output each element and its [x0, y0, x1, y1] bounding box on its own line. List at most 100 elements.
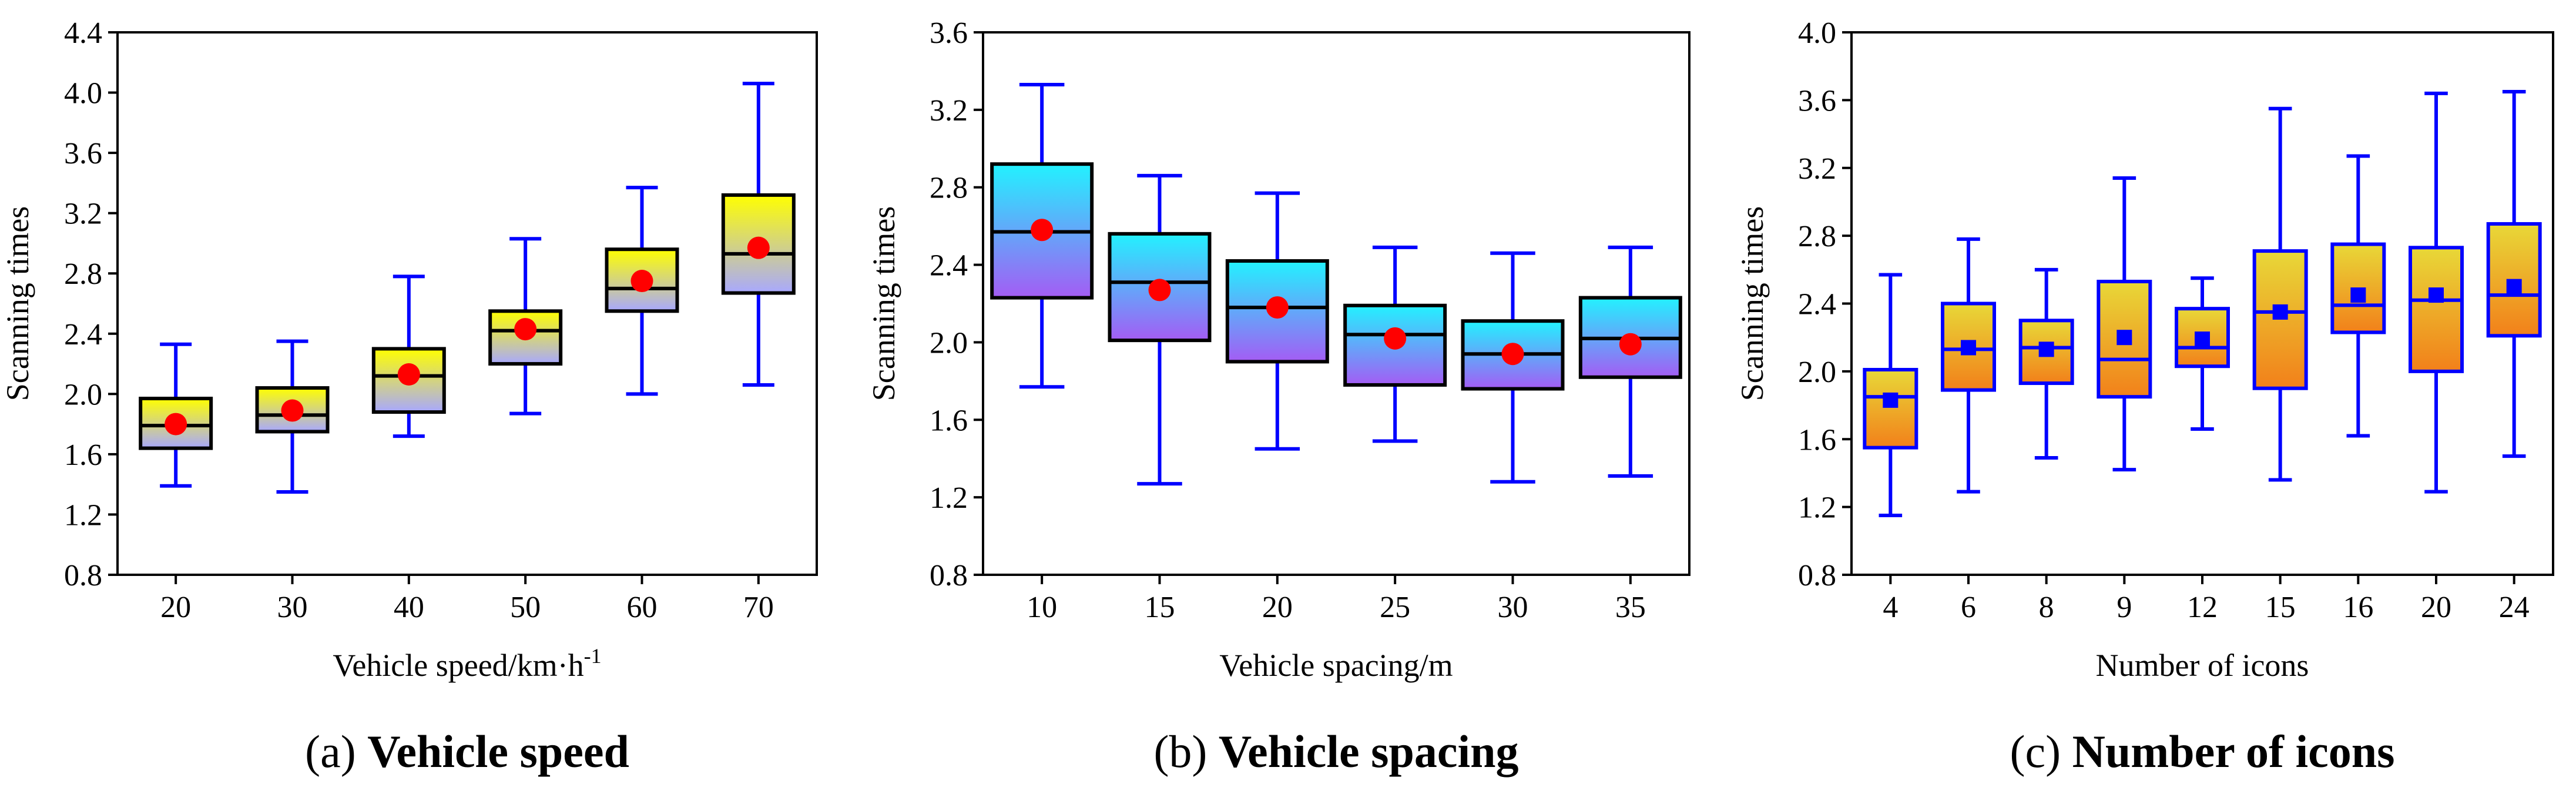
y-tick-label: 0.8 — [1798, 559, 1836, 592]
box-20 — [1225, 191, 1329, 451]
x-tick-label: 20 — [2421, 591, 2451, 624]
panel-caption: (b) Vehicle spacing — [1153, 726, 1518, 777]
x-axis-title: Number of icons — [2096, 648, 2309, 683]
mean-marker — [747, 236, 770, 259]
y-tick-label: 2.8 — [930, 172, 968, 205]
box-20 — [139, 342, 213, 488]
box-20 — [2409, 91, 2464, 494]
panel-caption: (c) Number of icons — [2010, 726, 2395, 777]
x-axis-title: Vehicle spacing/m — [1219, 648, 1453, 683]
box-70 — [721, 82, 796, 387]
panel-caption-label: (c) — [2010, 726, 2072, 777]
x-tick-label: 40 — [394, 591, 424, 624]
mean-marker — [1031, 219, 1054, 242]
mean-marker — [2117, 330, 2132, 346]
y-axis-title: Scanning times — [0, 206, 35, 401]
iqr-box — [1343, 303, 1447, 387]
iqr-box — [2409, 246, 2464, 373]
mean-marker — [1619, 333, 1642, 356]
y-tick-label: 2.4 — [930, 249, 968, 283]
x-tick-label: 30 — [277, 591, 308, 624]
y-tick-label: 2.0 — [930, 326, 968, 360]
box-10 — [990, 83, 1094, 389]
x-axis-title-text: Vehicle spacing/m — [1219, 648, 1453, 683]
chart-panel-c: 0.8 1.2 1.6 2.0 2.4 2.8 3.2 3.6 4.0 4 6 8 9 12 15 16 20 2… — [1735, 16, 2554, 777]
box-40 — [371, 274, 446, 438]
plot-frame — [116, 31, 818, 576]
mean-marker — [2506, 279, 2522, 294]
y-tick-label: 4.0 — [1798, 16, 1836, 50]
x-axis-title-superscript: -1 — [584, 644, 602, 668]
x-tick-label: 4 — [1883, 591, 1898, 624]
x-tick-label: 20 — [1262, 591, 1293, 624]
mean-marker — [1501, 343, 1524, 366]
y-tick-label: 2.0 — [1798, 356, 1836, 389]
chart-panel-b: 0.8 1.2 1.6 2.0 2.4 2.8 3.2 3.6 10 15 20 25 30 35 Scan… — [866, 16, 1690, 777]
y-tick-label: 0.8 — [64, 559, 102, 592]
box-30 — [255, 339, 330, 494]
x-tick-label: 30 — [1498, 591, 1528, 624]
x-tick-label: 12 — [2187, 591, 2218, 624]
chart-panel-a: 0.8 1.2 1.6 2.0 2.4 2.8 3.2 3.6 4.0 4.4 20 30 40 50 60… — [0, 16, 818, 777]
y-tick-label: 4.0 — [64, 77, 102, 110]
x-tick-label: 16 — [2343, 591, 2373, 624]
plot-frame — [982, 31, 1690, 576]
box-24 — [2486, 89, 2542, 458]
x-tick-label: 10 — [1027, 591, 1057, 624]
mean-marker — [514, 318, 537, 341]
panel-caption-label: (b) — [1153, 726, 1218, 777]
y-tick-label: 3.2 — [930, 94, 968, 128]
y-tick-label: 3.6 — [64, 137, 102, 170]
y-tick-label: 3.2 — [64, 197, 102, 231]
box-30 — [1461, 251, 1565, 484]
box-16 — [2330, 154, 2386, 438]
x-axis-title: Vehicle speed/km·h-1 — [333, 644, 601, 683]
mean-marker — [2038, 341, 2054, 357]
y-tick-label: 3.2 — [1798, 152, 1836, 186]
mean-marker — [1148, 279, 1171, 302]
y-tick-label: 1.2 — [930, 481, 968, 515]
mean-marker — [281, 399, 304, 422]
y-tick-label: 0.8 — [930, 559, 968, 592]
panel-caption: (a) Vehicle speed — [305, 726, 629, 777]
box-8 — [2018, 267, 2074, 460]
x-tick-label: 15 — [2265, 591, 2296, 624]
x-axis-title-text: Number of icons — [2096, 648, 2309, 683]
box-12 — [2175, 276, 2230, 431]
box-15 — [1108, 173, 1212, 486]
y-axis-title: Scanning times — [866, 206, 901, 401]
panel-caption-title: Vehicle speed — [367, 726, 629, 777]
x-tick-label: 70 — [743, 591, 774, 624]
x-axis-title-text: Vehicle speed/km·h — [333, 648, 583, 683]
y-tick-label: 1.6 — [930, 404, 968, 437]
x-tick-label: 60 — [627, 591, 658, 624]
y-tick-label: 2.4 — [1798, 288, 1836, 321]
y-tick-label: 1.6 — [64, 438, 102, 472]
mean-marker — [2272, 304, 2288, 320]
x-tick-label: 15 — [1145, 591, 1175, 624]
mean-marker — [2195, 331, 2210, 347]
y-tick-label: 3.6 — [1798, 84, 1836, 118]
mean-marker — [165, 413, 187, 436]
x-tick-label: 35 — [1615, 591, 1646, 624]
box-25 — [1343, 245, 1447, 443]
mean-marker — [2429, 287, 2444, 303]
box-50 — [488, 237, 563, 416]
y-tick-label: 2.0 — [64, 378, 102, 411]
box-6 — [1941, 237, 1996, 494]
panel-caption-title: Number of icons — [2072, 726, 2395, 777]
box-15 — [2252, 106, 2308, 482]
x-tick-label: 50 — [510, 591, 541, 624]
y-tick-label: 2.4 — [64, 318, 102, 351]
x-tick-label: 9 — [2117, 591, 2132, 624]
y-tick-label: 2.8 — [64, 257, 102, 291]
mean-marker — [1883, 392, 1899, 408]
x-tick-label: 24 — [2499, 591, 2530, 624]
y-tick-label: 2.8 — [1798, 220, 1836, 253]
panel-caption-title: Vehicle spacing — [1219, 726, 1519, 777]
mean-marker — [397, 363, 420, 386]
box-9 — [2097, 176, 2152, 472]
x-tick-label: 6 — [1961, 591, 1976, 624]
x-tick-label: 8 — [2039, 591, 2054, 624]
